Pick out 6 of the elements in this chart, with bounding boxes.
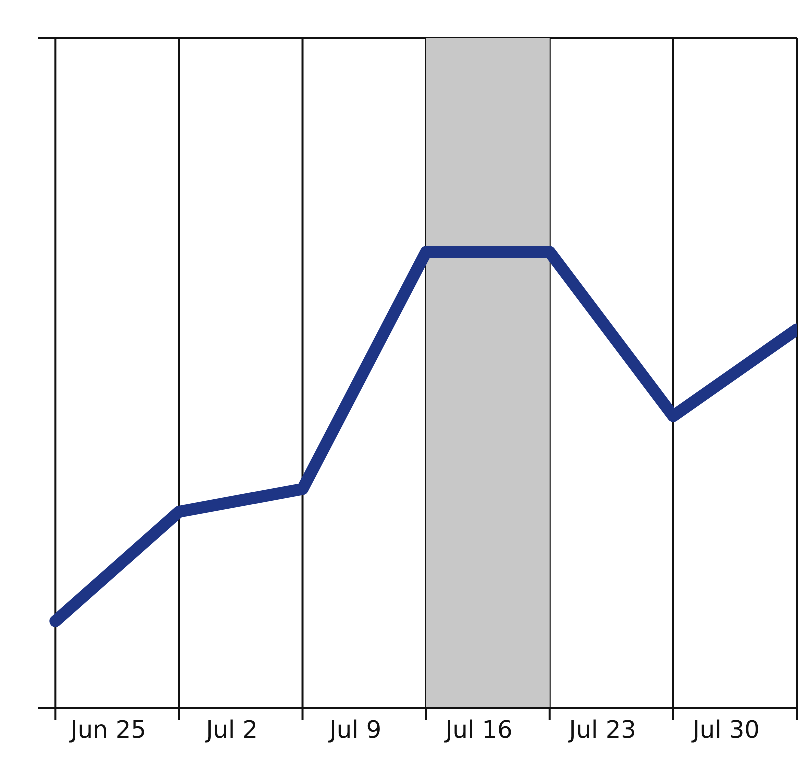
x-tick-label: Jul 2: [204, 716, 258, 744]
x-tick-label: Jul 16: [444, 716, 513, 744]
x-tick-label: Jul 30: [690, 716, 760, 744]
x-tick-label: Jul 9: [328, 716, 382, 744]
x-tick-label: Jul 23: [567, 716, 636, 744]
x-tick-label: Jun 25: [68, 716, 146, 744]
